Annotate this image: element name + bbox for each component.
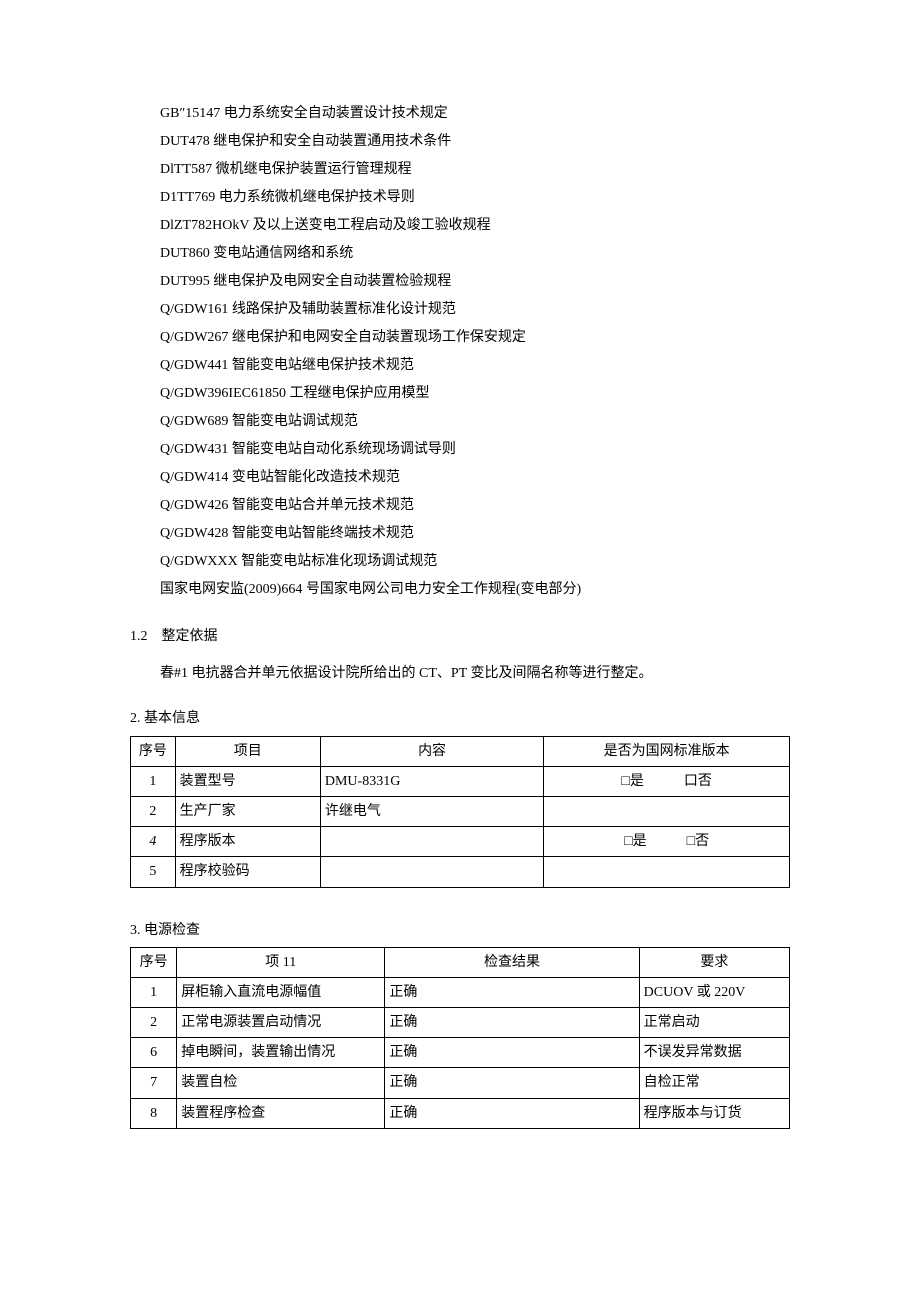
- cell-item: 程序校验码: [175, 857, 320, 887]
- th-standard: 是否为国网标准版本: [544, 736, 790, 766]
- standard-item: Q/GDW267 继电保护和电网安全自动装置现场工作保安规定: [160, 324, 790, 352]
- cell-seq: 1: [131, 977, 177, 1007]
- cell-item: 屏柜输入直流电源幅值: [177, 977, 385, 1007]
- table2-heading: 3. 电源检查: [130, 918, 790, 943]
- cell-content: [320, 827, 543, 857]
- cell-seq: 4: [131, 827, 176, 857]
- cell-seq: 2: [131, 1008, 177, 1038]
- th-item: 项目: [175, 736, 320, 766]
- standard-item: Q/GDW441 智能变电站继电保护技术规范: [160, 352, 790, 380]
- cell-result: 正确: [385, 1098, 639, 1128]
- standard-item: DUT478 继电保护和安全自动装置通用技术条件: [160, 128, 790, 156]
- standard-item: Q/GDW689 智能变电站调试规范: [160, 408, 790, 436]
- standard-item: GB″15147 电力系统安全自动装置设计技术规定: [160, 100, 790, 128]
- cell-req: 程序版本与订货: [639, 1098, 789, 1128]
- checkbox-yes: □是: [624, 834, 646, 849]
- checkbox-no: 口否: [684, 774, 712, 789]
- table-row: 2生产厂家许继电气: [131, 796, 790, 826]
- cell-item: 装置程序检查: [177, 1098, 385, 1128]
- cell-req: 自检正常: [639, 1068, 789, 1098]
- table-row: 4程序版本 □是 □否: [131, 827, 790, 857]
- cell-req: 不误发异常数据: [639, 1038, 789, 1068]
- cell-req: DCUOV 或 220V: [639, 977, 789, 1007]
- standard-item: DlTT587 微机继电保护装置运行管理规程: [160, 156, 790, 184]
- cell-content: 许继电气: [320, 796, 543, 826]
- cell-standard-flag: [544, 796, 790, 826]
- table-row: 2正常电源装置启动情况正确正常启动: [131, 1008, 790, 1038]
- cell-item: 正常电源装置启动情况: [177, 1008, 385, 1038]
- cell-seq: 1: [131, 766, 176, 796]
- table-row: 7装置自检正确自检正常: [131, 1068, 790, 1098]
- standard-item: Q/GDW428 智能变电站智能终端技术规范: [160, 520, 790, 548]
- cell-content: DMU-8331G: [320, 766, 543, 796]
- cell-result: 正确: [385, 977, 639, 1007]
- checkbox-yes: □是: [621, 774, 643, 789]
- table-row: 1装置型号DMU-8331G □是 口否: [131, 766, 790, 796]
- cell-standard-flag: □是 □否: [544, 827, 790, 857]
- power-check-table: 序号 项 11 检查结果 要求 1屏柜输入直流电源幅值正确DCUOV 或 220…: [130, 947, 790, 1129]
- standard-item: DlZT782HOkV 及以上送变电工程启动及竣工验收规程: [160, 212, 790, 240]
- cell-seq: 2: [131, 796, 176, 826]
- checkbox-no: □否: [687, 834, 709, 849]
- standard-item: Q/GDW431 智能变电站自动化系统现场调试导则: [160, 436, 790, 464]
- standard-item: 国家电网安监(2009)664 号国家电网公司电力安全工作规程(变电部分): [160, 576, 790, 604]
- table-row: 8装置程序检查正确程序版本与订货: [131, 1098, 790, 1128]
- cell-result: 正确: [385, 1068, 639, 1098]
- cell-result: 正确: [385, 1008, 639, 1038]
- th-item: 项 11: [177, 947, 385, 977]
- cell-standard-flag: □是 口否: [544, 766, 790, 796]
- section-1-2-body: 春#1 电抗器合并单元依据设计院所给出的 CT、PT 变比及间隔名称等进行整定。: [160, 661, 790, 686]
- cell-seq: 7: [131, 1068, 177, 1098]
- cell-standard-flag: [544, 857, 790, 887]
- cell-result: 正确: [385, 1038, 639, 1068]
- cell-seq: 5: [131, 857, 176, 887]
- th-seq: 序号: [131, 736, 176, 766]
- cell-seq: 8: [131, 1098, 177, 1128]
- standard-item: DUT860 变电站通信网络和系统: [160, 240, 790, 268]
- standard-item: D1TT769 电力系统微机继电保护技术导则: [160, 184, 790, 212]
- cell-item: 生产厂家: [175, 796, 320, 826]
- table-header-row: 序号 项 11 检查结果 要求: [131, 947, 790, 977]
- standard-item: Q/GDW426 智能变电站合并单元技术规范: [160, 492, 790, 520]
- standard-item: Q/GDWXXX 智能变电站标准化现场调试规范: [160, 548, 790, 576]
- cell-item: 程序版本: [175, 827, 320, 857]
- table-row: 5程序校验码: [131, 857, 790, 887]
- table-row: 6掉电瞬间，装置输出情况正确不误发异常数据: [131, 1038, 790, 1068]
- standard-item: DUT995 继电保护及电网安全自动装置检验规程: [160, 268, 790, 296]
- th-req: 要求: [639, 947, 789, 977]
- table-row: 1屏柜输入直流电源幅值正确DCUOV 或 220V: [131, 977, 790, 1007]
- cell-req: 正常启动: [639, 1008, 789, 1038]
- table1-heading: 2. 基本信息: [130, 706, 790, 731]
- th-seq: 序号: [131, 947, 177, 977]
- standard-item: Q/GDW414 变电站智能化改造技术规范: [160, 464, 790, 492]
- cell-item: 装置自检: [177, 1068, 385, 1098]
- section-1-2-heading: 1.2 整定依据: [130, 624, 790, 649]
- th-result: 检查结果: [385, 947, 639, 977]
- standard-item: Q/GDW161 线路保护及辅助装置标准化设计规范: [160, 296, 790, 324]
- cell-item: 掉电瞬间，装置输出情况: [177, 1038, 385, 1068]
- standard-item: Q/GDW396IEC61850 工程继电保护应用模型: [160, 380, 790, 408]
- basic-info-table: 序号 项目 内容 是否为国网标准版本 1装置型号DMU-8331G □是 口否 2生产…: [130, 736, 790, 888]
- table-header-row: 序号 项目 内容 是否为国网标准版本: [131, 736, 790, 766]
- cell-content: [320, 857, 543, 887]
- standards-list: GB″15147 电力系统安全自动装置设计技术规定DUT478 继电保护和安全自…: [160, 100, 790, 604]
- cell-item: 装置型号: [175, 766, 320, 796]
- th-content: 内容: [320, 736, 543, 766]
- cell-seq: 6: [131, 1038, 177, 1068]
